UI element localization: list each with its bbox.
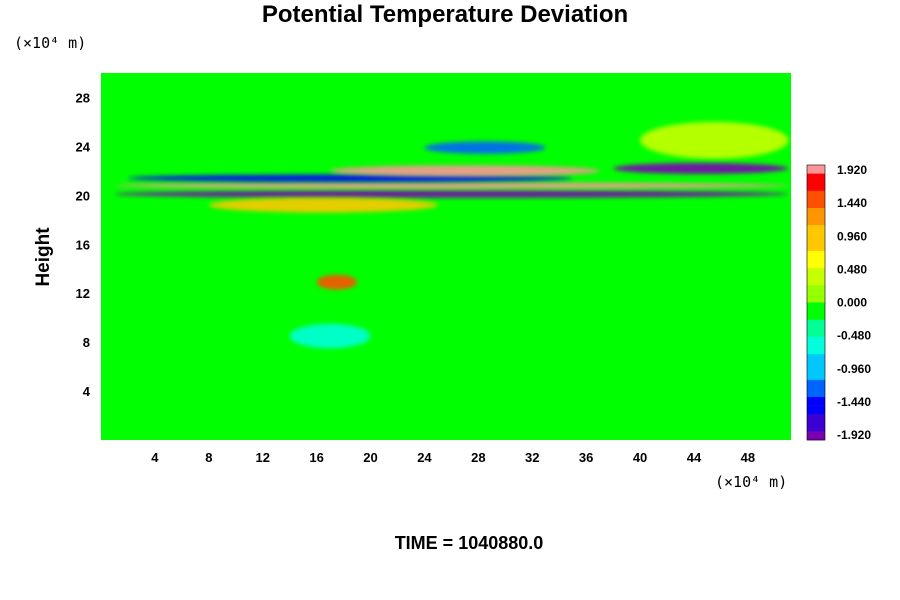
colorbar-segment: [807, 405, 825, 415]
heatmap-feature: [330, 165, 600, 177]
x-tick-label: 32: [525, 450, 539, 465]
x-axis: 4 8 12 16 20 24 28 32 36 40 44 48: [151, 450, 755, 465]
x-tick-label: 28: [471, 450, 485, 465]
y-tick-label: 24: [76, 139, 91, 154]
colorbar-segment: [807, 302, 825, 312]
colorbar-segment: [807, 242, 825, 252]
y-tick-label: 8: [83, 335, 90, 350]
colorbar-frame: [806, 164, 826, 441]
colorbar-segment: [807, 336, 825, 346]
x-tick-label: 20: [363, 450, 377, 465]
heatmap-feature: [114, 190, 789, 198]
heatmap-feature: [208, 197, 438, 213]
colorbar-segment: [807, 268, 825, 278]
x-tick-label: 44: [687, 450, 702, 465]
colorbar-segment: [807, 250, 825, 260]
y-tick-label: 4: [83, 384, 91, 399]
y-axis-label: Height: [33, 227, 54, 287]
colorbar-label: 0.000: [837, 296, 867, 310]
colorbar-label: -0.960: [837, 362, 871, 376]
colorbar-segment: [807, 422, 825, 432]
colorbar-segment: [807, 311, 825, 320]
colorbar-segment: [807, 388, 825, 398]
colorbar-segment: [807, 431, 825, 441]
colorbar-label: 1.920: [837, 163, 867, 177]
colorbar-label: -1.920: [837, 428, 871, 442]
x-tick-label: 16: [309, 450, 323, 465]
colorbar-segment: [807, 379, 825, 389]
colorbar-segment: [807, 362, 825, 372]
y-axis-unit: (×10⁴ m): [14, 34, 86, 52]
heatmap-feature: [316, 274, 358, 290]
x-tick-label: 12: [255, 450, 269, 465]
colorbar-label: -0.480: [837, 329, 871, 343]
x-tick-label: 36: [579, 450, 593, 465]
x-tick-label: 40: [633, 450, 647, 465]
colorbar-segment: [807, 199, 825, 209]
y-axis: 4 8 12 16 20 24 28: [76, 90, 91, 399]
heatmap-feature: [289, 323, 371, 349]
heatmap-feature: [424, 141, 546, 154]
time-label: TIME = 1040880.0: [395, 533, 544, 553]
colorbar-segment: [807, 207, 825, 217]
colorbar-segment: [807, 182, 825, 192]
colorbar-label: 0.960: [837, 229, 867, 243]
colorbar-segment: [807, 285, 825, 295]
colorbar-segment: [807, 225, 825, 235]
x-tick-label: 4: [151, 450, 159, 465]
y-tick-label: 16: [76, 237, 90, 252]
colorbar-segment: [807, 165, 825, 174]
colorbar-label: 1.440: [837, 196, 867, 210]
heatmap-feature: [640, 121, 789, 159]
heatmap-feature: [613, 162, 789, 174]
chart-title: Potential Temperature Deviation: [262, 1, 628, 28]
colorbar-segment: [807, 319, 825, 329]
colorbar-segment: [807, 259, 825, 269]
colorbar-label: -1.440: [837, 395, 871, 409]
heatmap-feature: [127, 174, 573, 182]
colorbar-segment: [807, 190, 825, 200]
colorbar-segment: [807, 293, 825, 303]
x-tick-label: 48: [741, 450, 755, 465]
colorbar-segment: [807, 276, 825, 286]
heatmap-feature: [114, 182, 789, 189]
x-tick-label: 24: [417, 450, 432, 465]
colorbar-segment: [807, 328, 825, 338]
colorbar-segment: [807, 233, 825, 243]
colorbar-segment: [807, 216, 825, 226]
y-tick-label: 28: [76, 90, 90, 105]
colorbar-segment: [807, 173, 825, 183]
colorbar-segment: [807, 345, 825, 355]
heatmap-plot: [101, 73, 791, 440]
colorbar-segment: [807, 414, 825, 424]
colorbar-segment: [807, 371, 825, 381]
y-tick-label: 20: [76, 188, 90, 203]
colorbar-segment: [807, 397, 825, 406]
y-tick-label: 12: [76, 286, 90, 301]
x-tick-label: 8: [205, 450, 212, 465]
colorbar-label: 0.480: [837, 262, 867, 276]
x-axis-unit: (×10⁴ m): [715, 473, 787, 491]
colorbar-segment: [807, 354, 825, 363]
colorbar: 1.920 1.440 0.960 0.480 0.000 -0.480 -0.960 -1.…: [806, 163, 871, 442]
